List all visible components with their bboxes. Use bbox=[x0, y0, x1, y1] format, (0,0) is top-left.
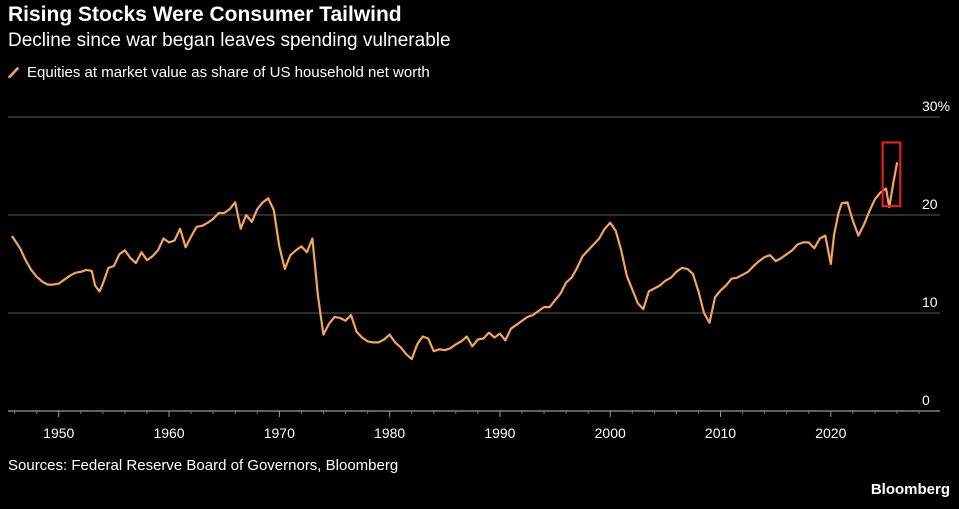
grid-lines bbox=[8, 116, 940, 412]
legend-swatch-icon bbox=[8, 67, 19, 78]
chart-title: Rising Stocks Were Consumer Tailwind bbox=[8, 3, 402, 26]
source-note: Sources: Federal Reserve Board of Govern… bbox=[8, 457, 399, 474]
x-tick-label-1960: 1960 bbox=[153, 425, 184, 441]
x-tick-label-1980: 1980 bbox=[374, 425, 405, 441]
x-tick-label-2020: 2020 bbox=[815, 425, 846, 441]
x-tick-label-1970: 1970 bbox=[264, 425, 295, 441]
y-tick-label-20: 20 bbox=[922, 196, 938, 212]
highlight-layer bbox=[881, 141, 902, 208]
brand-logo: Bloomberg bbox=[870, 481, 950, 498]
x-tick-label-2010: 2010 bbox=[705, 425, 736, 441]
y-tick-label-10: 10 bbox=[922, 294, 938, 310]
x-tick-label-1990: 1990 bbox=[484, 425, 515, 441]
series-layer bbox=[11, 162, 899, 361]
legend-label: Equities at market value as share of US … bbox=[27, 64, 430, 81]
x-tick-label-1950: 1950 bbox=[43, 425, 74, 441]
y-axis-ticks: 30% 20 10 0 bbox=[922, 98, 950, 408]
x-axis-ticks: 1950 1960 1970 1980 1990 2000 2010 2020 bbox=[14, 411, 920, 441]
highlight-box bbox=[881, 141, 902, 208]
y-tick-label-30: 30% bbox=[922, 98, 950, 114]
y-tick-label-0: 0 bbox=[922, 392, 930, 408]
chart-subtitle: Decline since war began leaves spending … bbox=[8, 30, 451, 51]
series-line-0 bbox=[11, 162, 899, 361]
x-tick-label-2000: 2000 bbox=[595, 425, 626, 441]
legend: Equities at market value as share of US … bbox=[8, 64, 430, 81]
